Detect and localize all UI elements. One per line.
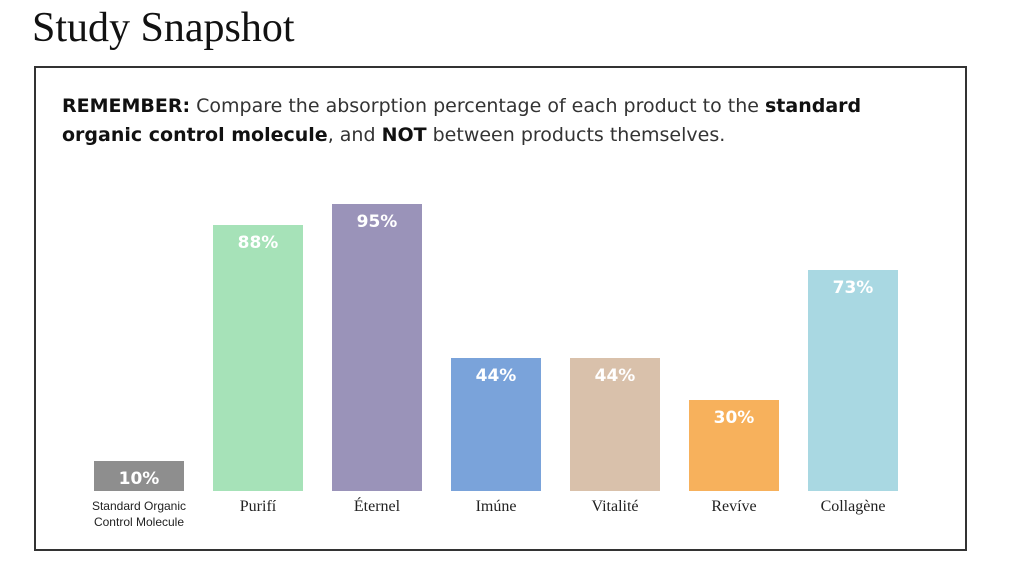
bar [332, 204, 422, 491]
value-label: 73% [832, 278, 874, 299]
bar [808, 270, 898, 491]
bar [570, 358, 660, 491]
x-tick-label: Revíve [711, 498, 757, 515]
value-label: 10% [118, 468, 160, 489]
x-tick-label: Éternel [353, 498, 401, 515]
note-text: NOT [381, 124, 427, 146]
x-tick-label: Collagène [820, 498, 886, 515]
note-text: Compare the absorption percentage of eac… [190, 95, 765, 117]
note: REMEMBER: Compare the absorption percent… [62, 92, 920, 150]
bar [451, 358, 541, 491]
x-tick-label: Purifí [239, 498, 277, 515]
bar [213, 225, 303, 491]
x-tick-label: Imúne [475, 498, 517, 515]
value-label: 44% [594, 366, 636, 387]
note-text: REMEMBER: [62, 95, 191, 117]
note-text: between products themselves. [426, 124, 726, 146]
value-label: 95% [356, 212, 398, 232]
value-label: 30% [713, 408, 755, 429]
chart-frame [34, 66, 967, 551]
note-text: standard organic control molecule [62, 95, 862, 146]
x-tick-label: Standard Organic Control Molecule [91, 499, 187, 529]
bar [689, 400, 779, 491]
x-tick-label: Vitalité [591, 498, 639, 515]
note-text: , and [327, 124, 382, 146]
bar [94, 460, 184, 491]
value-label: 44% [475, 366, 517, 387]
value-label: 88% [237, 233, 279, 254]
page-title: Study Snapshot [32, 5, 295, 51]
